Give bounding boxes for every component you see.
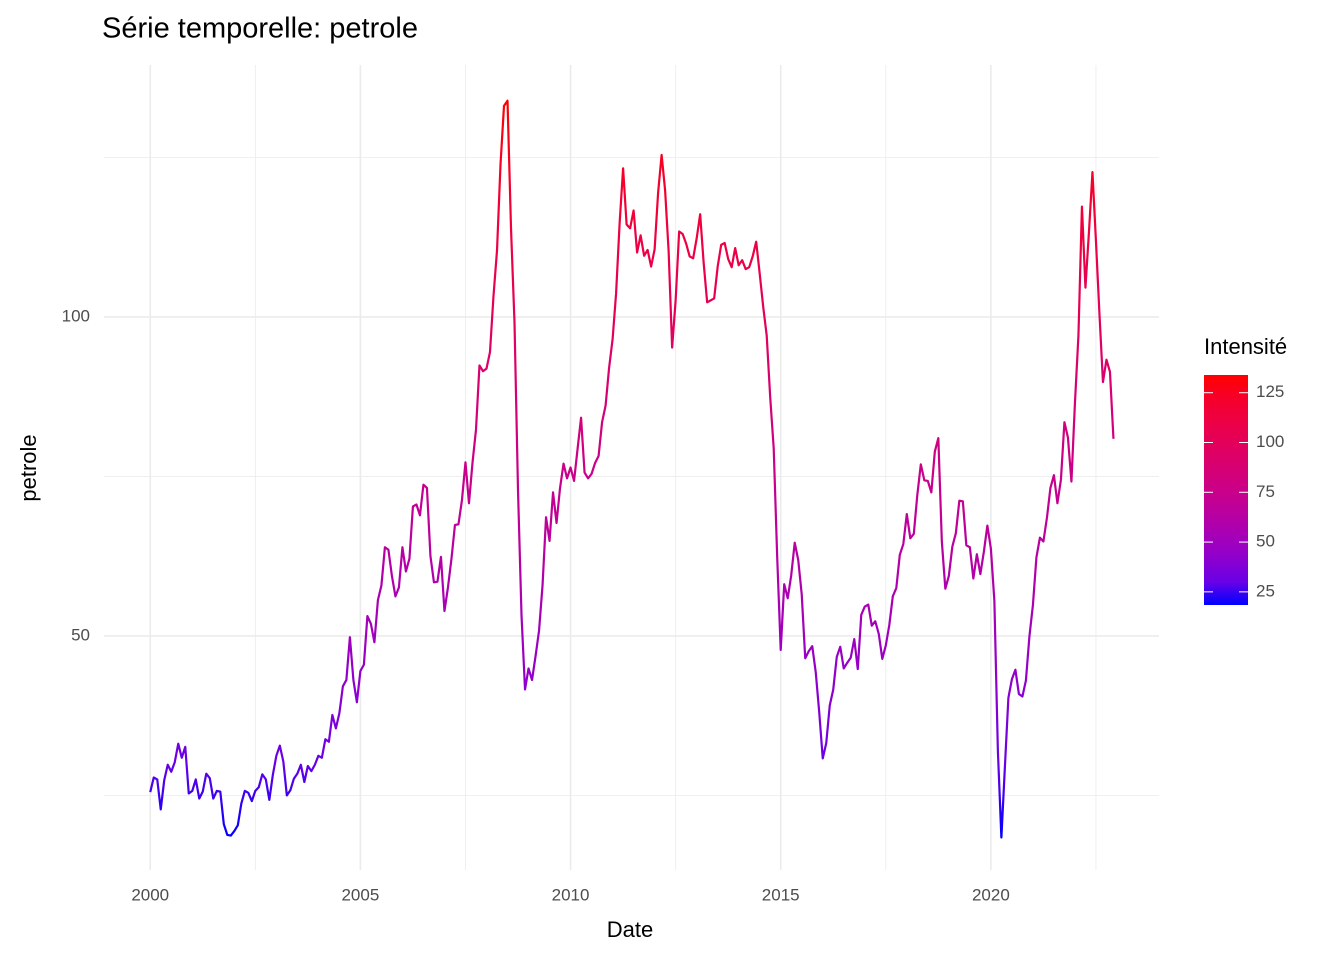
- legend-tick-label: 125: [1256, 382, 1284, 401]
- x-tick-label: 2005: [341, 885, 379, 904]
- y-axis-label: petrole: [16, 434, 41, 501]
- legend-tick-label: 50: [1256, 532, 1275, 551]
- x-tick-label: 2000: [131, 885, 169, 904]
- legend-colorbar: [1204, 375, 1248, 605]
- x-tick-label: 2015: [762, 885, 800, 904]
- legend-tick-label: 75: [1256, 482, 1275, 501]
- legend-tick-label: 100: [1256, 432, 1284, 451]
- y-tick-label: 100: [62, 306, 90, 325]
- x-axis-label: Date: [607, 917, 653, 942]
- legend-tick-label: 25: [1256, 581, 1275, 600]
- legend-title: Intensité: [1204, 334, 1287, 359]
- x-tick-label: 2020: [972, 885, 1010, 904]
- chart-title: Série temporelle: petrole: [102, 13, 418, 45]
- x-tick-label: 2010: [552, 885, 590, 904]
- data-line: [149, 99, 1115, 839]
- y-tick-label: 50: [71, 625, 90, 644]
